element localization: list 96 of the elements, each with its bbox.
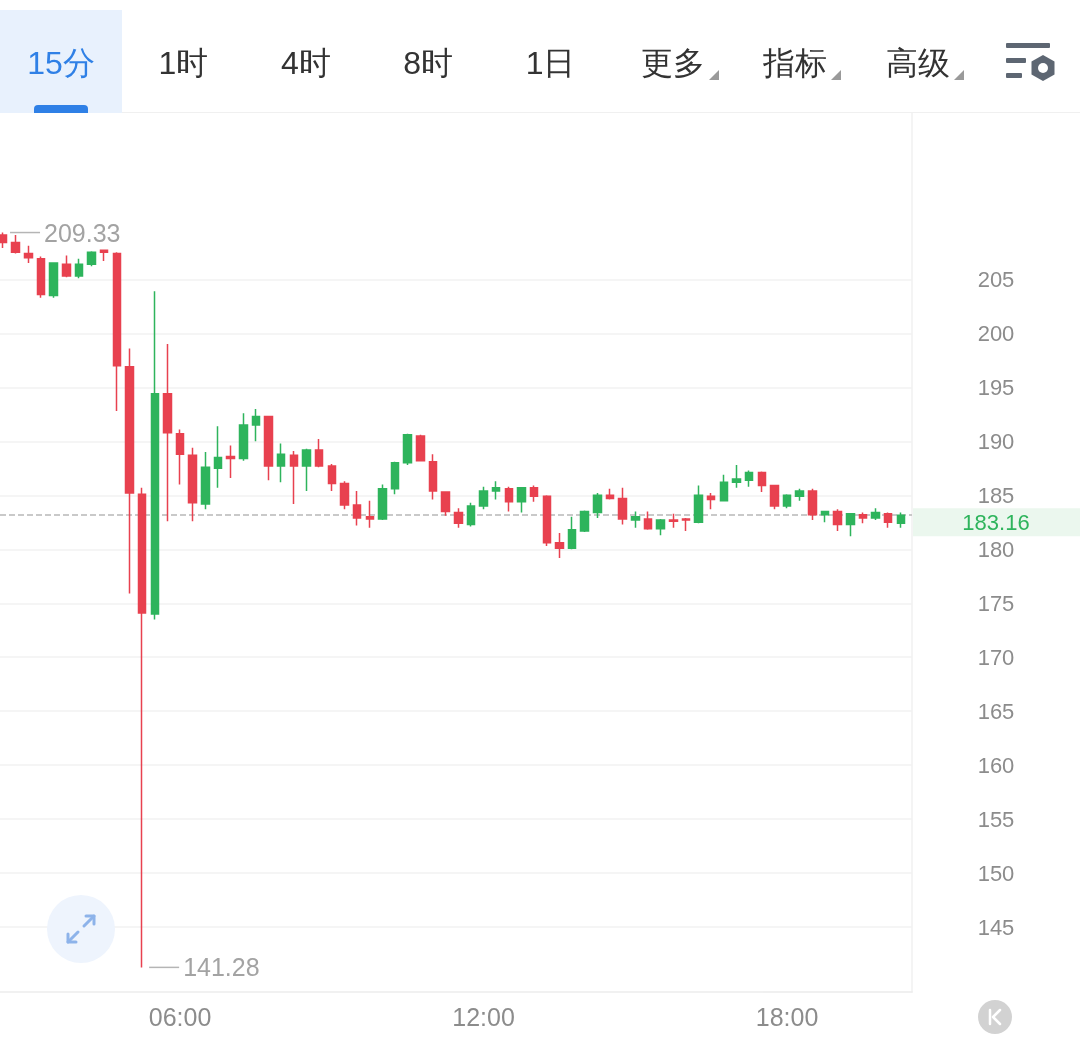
text: 指标 — [763, 45, 828, 81]
candlestick — [251, 408, 261, 443]
candlestick — [213, 425, 223, 489]
candlestick — [48, 262, 59, 299]
candlestick — [643, 510, 653, 531]
candlestick — [415, 434, 426, 462]
text: 高级 — [885, 45, 950, 81]
candlestick — [870, 507, 881, 521]
candlestick — [187, 447, 198, 522]
y-tick-label: 180 — [977, 536, 1015, 562]
candlestick — [276, 442, 286, 484]
candlestick — [440, 491, 451, 517]
candlestick — [858, 511, 868, 525]
candlestick — [301, 448, 312, 492]
candlestick — [365, 499, 375, 529]
candlestick — [263, 415, 274, 481]
text: 1时 — [158, 45, 209, 81]
candlestick — [327, 463, 337, 492]
candlestick — [668, 512, 679, 529]
candlestick — [504, 485, 514, 513]
candlestick — [339, 480, 350, 511]
candlestick — [428, 453, 438, 501]
candlestick — [579, 509, 590, 533]
y-tick-label: 200 — [977, 320, 1015, 346]
ref-line-label: 183.16 — [962, 509, 1030, 535]
candlestick — [74, 258, 84, 279]
candlestick — [744, 469, 754, 488]
candlestick — [883, 511, 893, 529]
candlestick — [782, 493, 792, 509]
candlestick — [390, 461, 400, 495]
y-tick-label: 205 — [977, 266, 1015, 292]
y-tick-label: 190 — [977, 428, 1015, 454]
candlestick — [592, 492, 603, 519]
y-tick-label: 195 — [977, 374, 1015, 400]
candlestick — [99, 249, 109, 262]
candlestick — [769, 484, 780, 511]
candlestick — [162, 343, 173, 522]
candlestick — [10, 234, 21, 255]
y-tick-label: 185 — [977, 482, 1015, 508]
text: 15分 — [27, 45, 95, 81]
candlestick — [377, 483, 388, 521]
candlestick — [352, 490, 362, 527]
candlestick — [238, 412, 249, 462]
candlestick — [491, 480, 501, 501]
y-tick-label: 170 — [977, 644, 1015, 670]
candlestick — [36, 255, 46, 299]
y-tick-label: 155 — [977, 806, 1015, 832]
text: 8时 — [403, 45, 454, 81]
candlestick — [832, 508, 843, 532]
candlestick — [542, 494, 552, 547]
candlestick — [731, 464, 742, 489]
candlestick — [466, 502, 476, 528]
y-tick-label: 145 — [977, 914, 1015, 940]
candlestick — [314, 438, 324, 468]
candlestick — [175, 428, 185, 486]
y-tick-label: 160 — [977, 752, 1015, 778]
candlestick — [23, 245, 34, 264]
candlestick — [61, 254, 72, 278]
candlestick — [402, 432, 413, 466]
text: 更多 — [641, 45, 705, 81]
x-tick-label: 12:00 — [452, 1002, 515, 1031]
y-tick-label: 150 — [977, 860, 1015, 886]
candlestick — [225, 444, 236, 479]
candlestick — [617, 486, 628, 526]
annotation: 141.28 — [183, 953, 260, 982]
x-tick-label: 18:00 — [755, 1002, 819, 1031]
y-tick-label: 165 — [977, 698, 1015, 724]
text: 4时 — [280, 45, 331, 81]
candlestick — [845, 512, 856, 538]
candlestick — [896, 511, 906, 529]
candlestick — [453, 507, 464, 529]
annotation: 209.33 — [44, 218, 121, 247]
candlestick — [150, 290, 160, 621]
candlestick — [719, 474, 729, 502]
candlestick — [554, 532, 565, 559]
candlestick — [567, 516, 577, 551]
candlestick — [289, 450, 299, 505]
candlestick — [794, 488, 805, 502]
y-tick-label: 175 — [977, 590, 1015, 616]
candlestick — [200, 451, 211, 511]
x-tick-label: 06:00 — [148, 1002, 212, 1031]
candlestick — [137, 486, 147, 969]
candlestick — [706, 492, 716, 511]
candlestick — [86, 250, 97, 268]
text: 1日 — [525, 45, 576, 81]
candlestick — [693, 484, 704, 525]
candlestick — [124, 347, 135, 595]
candlestick — [655, 518, 666, 536]
candlestick — [681, 517, 691, 532]
candlestick — [112, 251, 122, 412]
candlestick — [630, 510, 641, 529]
candlestick — [757, 470, 767, 493]
candlestick — [529, 484, 539, 503]
candlestick — [807, 488, 818, 521]
candlestick — [478, 485, 489, 511]
candlestick — [516, 486, 527, 514]
